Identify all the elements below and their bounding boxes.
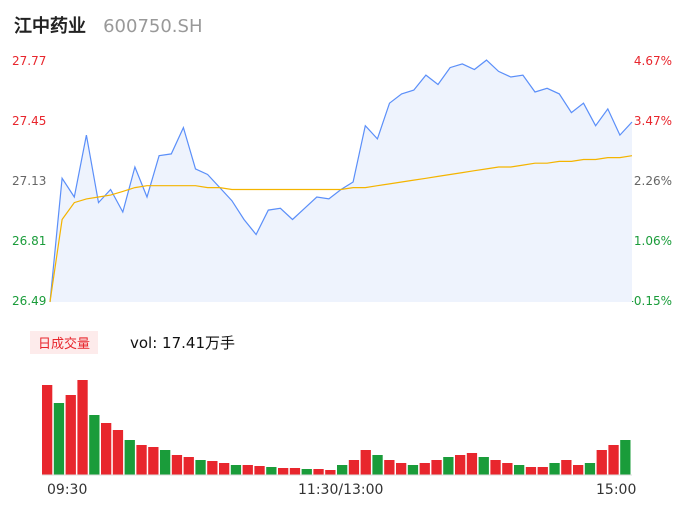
time-label-close: 15:00: [596, 482, 637, 498]
pct-label-bottom: -0.15%: [629, 294, 672, 308]
volume-bar: [372, 455, 383, 475]
volume-bar: [431, 460, 442, 475]
volume-bar: [502, 463, 513, 475]
volume-bar: [514, 465, 525, 475]
volume-bar: [207, 461, 218, 475]
volume-bar: [301, 469, 312, 475]
volume-bar: [549, 463, 560, 475]
volume-bar: [537, 467, 548, 475]
volume-bar: [195, 460, 206, 475]
price-label-mid: 27.13: [12, 174, 47, 188]
volume-bar: [160, 450, 171, 475]
price-area: [50, 60, 632, 302]
volume-bar: [148, 447, 159, 475]
volume-bar: [89, 415, 100, 475]
volume-bar: [525, 467, 537, 475]
price-label-bottom: 26.49: [12, 294, 47, 308]
volume-bar: [608, 445, 619, 475]
price-label-2: 27.45: [12, 114, 47, 128]
pct-label-top: 4.67%: [633, 54, 672, 68]
volume-bar: [455, 455, 466, 475]
volume-bar: [620, 440, 631, 475]
volume-bar: [230, 465, 242, 475]
volume-bar: [348, 460, 360, 475]
volume-bar: [313, 469, 324, 475]
volume-bar: [183, 457, 194, 475]
avg-price-line: [49, 155, 633, 303]
volume-bar: [396, 463, 407, 475]
volume-bar: [124, 440, 135, 475]
volume-bar: [573, 465, 584, 475]
volume-bar: [419, 463, 430, 475]
volume-bar: [77, 380, 88, 475]
time-label-midday: 11:30/13:00: [298, 482, 384, 498]
volume-bar: [443, 457, 454, 475]
price-label-4: 26.81: [12, 234, 47, 248]
pct-label-2: 3.47%: [633, 114, 672, 128]
volume-bar: [53, 403, 65, 475]
volume-bar: [242, 465, 253, 475]
stock-name: 江中药业: [14, 16, 86, 37]
volume-bar: [360, 450, 371, 475]
volume-bar: [112, 430, 124, 475]
volume-bar: [171, 455, 183, 475]
time-label-open: 09:30: [47, 482, 88, 498]
volume-bar: [584, 463, 596, 475]
volume-bar: [478, 457, 489, 475]
volume-bar: [254, 466, 265, 475]
volume-bar: [561, 460, 572, 475]
volume-total: vol: 17.41万手: [130, 334, 235, 352]
volume-bar: [466, 453, 478, 475]
stock-header: 江中药业 600750.SH: [14, 12, 203, 38]
volume-bar: [101, 423, 112, 475]
volume-bar: [384, 460, 395, 475]
volume-bar: [289, 468, 301, 475]
volume-bar: [266, 467, 277, 475]
pct-label-4: 1.06%: [633, 234, 672, 248]
price-label-top: 27.77: [12, 54, 47, 68]
volume-bar: [596, 450, 607, 475]
volume-bar: [278, 468, 289, 475]
stock-code: 600750.SH: [103, 16, 203, 37]
volume-bar: [219, 463, 230, 475]
volume-bar: [490, 460, 501, 475]
pct-label-mid: 2.26%: [633, 174, 672, 188]
volume-bar: [407, 465, 419, 475]
volume-bar: [42, 385, 53, 475]
volume-bar: [136, 445, 147, 475]
volume-bar: [337, 465, 348, 475]
volume-bar: [65, 395, 76, 475]
volume-bar: [325, 470, 336, 475]
volume-tab-badge[interactable]: 日成交量: [30, 331, 99, 354]
